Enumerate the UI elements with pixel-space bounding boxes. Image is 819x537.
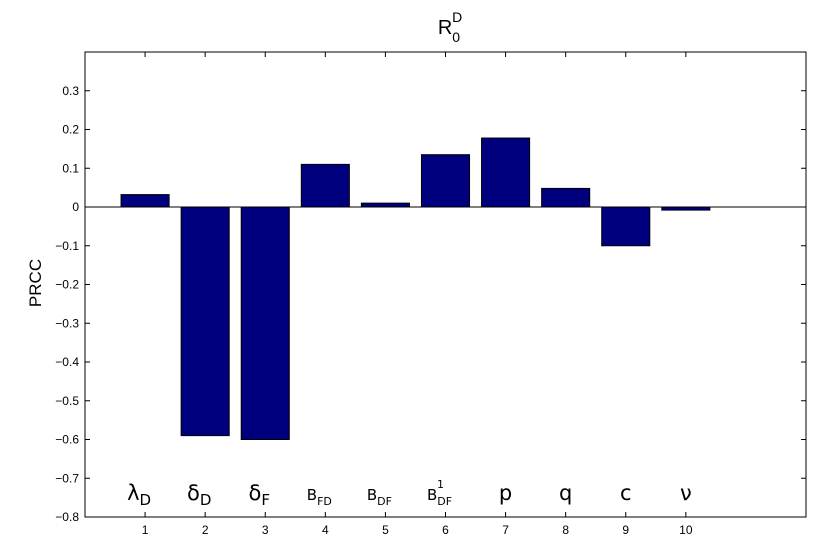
y-axis-label: PRCC <box>26 259 45 307</box>
x-tick-label-6: 6 <box>442 523 449 537</box>
parameter-labels: λD δD δF BFD BDF BDF1 p q c ν <box>127 478 692 509</box>
y-tick-label: −0.3 <box>55 316 79 330</box>
y-tick-label: −0.1 <box>55 239 79 253</box>
parameter-label-7: p <box>499 481 512 505</box>
x-tick-label-10: 10 <box>679 523 693 537</box>
y-tick-label: −0.5 <box>55 394 79 408</box>
y-axis-ticks: 0.3 0.2 0.1 0 −0.1 −0.2 −0.3 −0.4 −0.5 −0.6 −0.7 −0… <box>55 84 806 524</box>
title-subscript: 0 <box>452 29 460 45</box>
parameter-label-8: q <box>559 481 572 505</box>
y-tick-label: −0.7 <box>55 471 79 485</box>
plot-frame <box>84 51 807 518</box>
x-tick-label-4: 4 <box>322 523 329 537</box>
bar-3 <box>240 206 290 440</box>
y-tick-label: −0.6 <box>55 433 79 447</box>
bar-8 <box>541 187 591 208</box>
parameter-label-9: c <box>620 481 632 505</box>
x-tick-label-8: 8 <box>562 523 569 537</box>
parameter-label-10: ν <box>680 481 692 505</box>
parameter-label-6: BDF1 <box>427 478 452 508</box>
bars-group <box>120 137 711 440</box>
x-tick-label-5: 5 <box>382 523 389 537</box>
bar-2 <box>180 206 230 437</box>
x-tick-label-9: 9 <box>622 523 629 537</box>
y-tick-label: 0.1 <box>62 161 79 175</box>
parameter-label-2: δD <box>187 481 211 509</box>
y-tick-label: −0.8 <box>55 510 79 524</box>
title-main: R <box>438 17 452 39</box>
x-tick-label-7: 7 <box>502 523 509 537</box>
bar-5 <box>360 202 410 208</box>
parameter-label-4: BFD <box>307 486 332 508</box>
parameter-label-5: BDF <box>367 486 392 508</box>
x-tick-label-3: 3 <box>262 523 269 537</box>
title-superscript: D <box>452 9 462 25</box>
parameter-label-1: λD <box>127 481 151 509</box>
y-tick-label: 0 <box>72 200 79 214</box>
chart-title: R0 D <box>438 9 462 45</box>
y-tick-label: −0.4 <box>55 355 79 369</box>
x-tick-label-1: 1 <box>142 523 149 537</box>
bar-7 <box>481 137 531 208</box>
bar-9 <box>601 206 651 247</box>
bar-6 <box>420 154 471 208</box>
bar-1 <box>120 194 170 208</box>
x-tick-label-2: 2 <box>202 523 209 537</box>
y-tick-label: 0.2 <box>62 123 79 137</box>
parameter-label-3: δF <box>249 481 271 509</box>
x-axis-ticks: 1 2 3 4 5 6 7 8 9 10 <box>142 52 693 537</box>
bar-4 <box>300 163 350 208</box>
y-tick-label: −0.2 <box>55 278 79 292</box>
y-tick-label: 0.3 <box>62 84 79 98</box>
